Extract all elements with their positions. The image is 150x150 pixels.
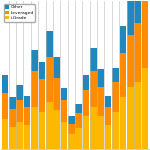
Bar (112, 82, 119, 112)
Bar (68, 124, 75, 134)
Bar (90, 107, 97, 149)
Bar (83, 90, 89, 116)
Bar (16, 100, 23, 122)
Bar (39, 62, 45, 79)
Bar (120, 97, 126, 149)
Bar (46, 102, 52, 149)
Bar (83, 75, 89, 90)
Bar (127, 0, 134, 35)
Bar (24, 107, 30, 125)
Bar (105, 96, 111, 107)
Bar (68, 134, 75, 149)
Bar (83, 116, 89, 149)
Bar (31, 71, 38, 107)
Bar (46, 57, 52, 102)
Bar (2, 93, 8, 119)
Bar (2, 119, 8, 149)
Bar (90, 48, 97, 71)
Bar (134, 82, 141, 149)
Bar (105, 125, 111, 149)
Legend: Other, Leveraged, i-Grade: Other, Leveraged, i-Grade (4, 4, 35, 22)
Bar (142, 68, 148, 149)
Bar (53, 110, 60, 149)
Bar (112, 112, 119, 149)
Bar (98, 87, 104, 116)
Bar (120, 26, 126, 53)
Bar (16, 85, 23, 100)
Bar (24, 125, 30, 149)
Bar (53, 78, 60, 110)
Bar (53, 57, 60, 78)
Bar (98, 69, 104, 87)
Bar (46, 31, 52, 57)
Bar (61, 100, 67, 122)
Bar (61, 122, 67, 149)
Bar (31, 50, 38, 71)
Bar (61, 88, 67, 100)
Bar (142, 0, 148, 68)
Bar (39, 79, 45, 112)
Bar (16, 122, 23, 149)
Bar (75, 104, 82, 113)
Bar (98, 116, 104, 149)
Bar (24, 96, 30, 107)
Bar (31, 107, 38, 149)
Bar (134, 23, 141, 82)
Bar (9, 127, 16, 149)
Bar (90, 71, 97, 107)
Bar (112, 68, 119, 82)
Bar (75, 113, 82, 128)
Bar (9, 109, 16, 127)
Bar (2, 75, 8, 93)
Bar (105, 107, 111, 125)
Bar (120, 53, 126, 97)
Bar (9, 97, 16, 109)
Bar (127, 35, 134, 87)
Bar (68, 116, 75, 124)
Bar (127, 87, 134, 149)
Bar (39, 112, 45, 149)
Bar (134, 0, 141, 23)
Bar (75, 128, 82, 149)
